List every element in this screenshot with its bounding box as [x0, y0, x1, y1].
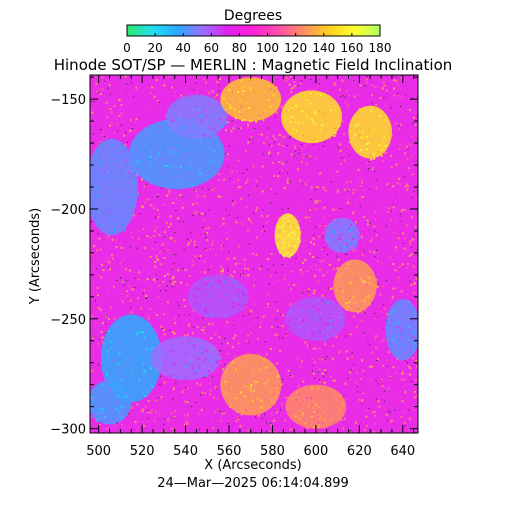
- colorbar-tick-label: 120: [284, 41, 307, 55]
- inclined-field-region: [281, 90, 342, 144]
- x-tick-label: 520: [130, 444, 155, 459]
- vertical-field-region: [385, 299, 418, 361]
- x-tick-label: 580: [260, 444, 285, 459]
- colorbar-tick-label: 60: [204, 41, 219, 55]
- timestamp: 24—Mar—2025 06:14:04.899: [157, 476, 349, 491]
- x-tick-label: 500: [86, 444, 111, 459]
- y-tick-label: −200: [50, 203, 86, 218]
- colorbar-tick-label: 100: [256, 41, 279, 55]
- colorbar-tick-label: 160: [340, 41, 363, 55]
- vertical-field-region: [166, 94, 227, 139]
- chart-title: Hinode SOT/SP — MERLIN : Magnetic Field …: [54, 56, 453, 74]
- colorbar-tick-label: 40: [176, 41, 191, 55]
- y-tick-label: −250: [50, 313, 86, 328]
- inclined-field-region: [333, 259, 377, 313]
- y-tick-label: −150: [50, 93, 86, 108]
- y-tick-label: −300: [50, 423, 86, 438]
- colorbar-tick-label: 20: [147, 41, 162, 55]
- colorbar-tick-label: 140: [312, 41, 335, 55]
- colorbar-tick-label: 0: [123, 41, 131, 55]
- colorbar-ticks: 0 20 40 60 80 100 120 140 160 180: [123, 33, 391, 55]
- x-tick-label: 620: [347, 444, 372, 459]
- plot-frame: [89, 74, 419, 434]
- y-axis: −150 −200 −250 −300: [50, 76, 418, 438]
- heatmap: [90, 75, 418, 433]
- inclined-field-region: [220, 77, 282, 122]
- inclined-field-region: [274, 213, 301, 258]
- y-axis-label: Y (Arcseconds): [28, 208, 43, 305]
- x-tick-label: 640: [390, 444, 415, 459]
- vertical-field-region: [150, 336, 221, 381]
- colorbar-title: Degrees: [224, 8, 282, 24]
- x-tick-label: 560: [217, 444, 242, 459]
- inclined-field-region: [285, 384, 347, 429]
- colorbar: [126, 24, 381, 37]
- colorbar-tick-label: 180: [369, 41, 392, 55]
- colorbar-tick-label: 80: [232, 41, 247, 55]
- x-axis: 500 520 540 560 580 600 620 640: [86, 75, 415, 459]
- inclined-field-region: [348, 105, 392, 159]
- x-tick-label: 540: [173, 444, 198, 459]
- x-tick-label: 600: [303, 444, 328, 459]
- x-axis-label: X (Arcseconds): [204, 458, 301, 473]
